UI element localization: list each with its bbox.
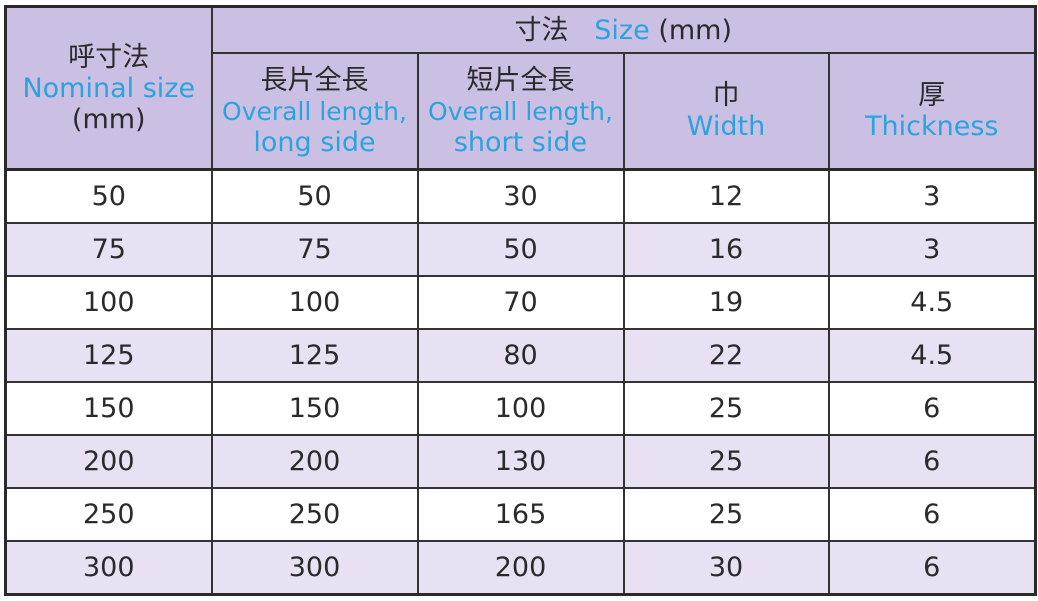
col-en: Thickness — [865, 111, 999, 142]
header-long-side: 長片全長 Overall length, long side — [210, 52, 419, 171]
table-row: 150 150 100 25 6 — [4, 381, 1037, 436]
size-jp: 寸法 — [514, 14, 569, 46]
header-width: 巾 Width — [622, 52, 830, 171]
table-cell: 6 — [827, 434, 1037, 489]
size-unit: (mm) — [658, 14, 732, 46]
col-jp: 巾 — [712, 80, 740, 111]
table-row: 125 125 80 22 4.5 — [4, 328, 1037, 383]
table-cell: 25 — [622, 381, 830, 436]
header-nominal-size: 呼寸法 Nominal size (mm) — [4, 5, 213, 171]
table-cell: 125 — [4, 328, 213, 383]
table-cell: 100 — [416, 381, 625, 436]
table-row: 100 100 70 19 4.5 — [4, 275, 1037, 330]
table-row: 250 250 165 25 6 — [4, 487, 1037, 542]
table-cell: 19 — [622, 275, 830, 330]
col-en: long side — [253, 126, 376, 158]
size-en: Size — [594, 14, 650, 46]
table-cell: 100 — [4, 275, 213, 330]
table-row: 300 300 200 30 6 — [4, 540, 1037, 596]
col-en: short side — [453, 126, 588, 158]
table-cell: 50 — [416, 222, 625, 277]
header-size-group: 寸法 Size (mm) — [210, 5, 1037, 54]
table-row: 200 200 130 25 6 — [4, 434, 1037, 489]
table-cell: 25 — [622, 434, 830, 489]
table-cell: 300 — [4, 540, 213, 596]
table-cell: 300 — [210, 540, 419, 596]
table-row: 50 50 30 12 3 — [4, 168, 1037, 224]
table-cell: 200 — [4, 434, 213, 489]
nominal-jp: 呼寸法 — [68, 41, 150, 73]
table-cell: 150 — [210, 381, 419, 436]
col-en: Width — [686, 111, 766, 142]
table-cell: 70 — [416, 275, 625, 330]
col-en: Overall length, — [428, 96, 613, 126]
table-cell: 6 — [827, 381, 1037, 436]
table-cell: 4.5 — [827, 275, 1037, 330]
table-cell: 4.5 — [827, 328, 1037, 383]
table-cell: 130 — [416, 434, 625, 489]
header-thickness: 厚 Thickness — [827, 52, 1037, 171]
table-cell: 250 — [4, 487, 213, 542]
table-cell: 30 — [416, 168, 625, 224]
size-table: 呼寸法 Nominal size (mm) 寸法 Size (mm) 長片全長 … — [4, 5, 1038, 596]
table-cell: 150 — [4, 381, 213, 436]
table-cell: 100 — [210, 275, 419, 330]
table-row: 75 75 50 16 3 — [4, 222, 1037, 277]
table-cell: 50 — [210, 168, 419, 224]
table-cell: 75 — [210, 222, 419, 277]
col-en: Overall length, — [222, 96, 407, 126]
table-cell: 3 — [827, 168, 1037, 224]
table-cell: 80 — [416, 328, 625, 383]
table-cell: 75 — [4, 222, 213, 277]
col-jp: 厚 — [918, 80, 946, 111]
table-cell: 125 — [210, 328, 419, 383]
table-cell: 165 — [416, 487, 625, 542]
nominal-en: Nominal size — [22, 72, 196, 104]
table-cell: 200 — [416, 540, 625, 596]
table-cell: 6 — [827, 540, 1037, 596]
table-cell: 250 — [210, 487, 419, 542]
table-cell: 25 — [622, 487, 830, 542]
table-cell: 6 — [827, 487, 1037, 542]
table-cell: 16 — [622, 222, 830, 277]
table-cell: 3 — [827, 222, 1037, 277]
table-cell: 12 — [622, 168, 830, 224]
col-jp: 長片全長 — [260, 64, 369, 96]
table-cell: 200 — [210, 434, 419, 489]
table-cell: 50 — [4, 168, 213, 224]
nominal-unit: (mm) — [71, 103, 146, 135]
col-jp: 短片全長 — [466, 64, 575, 96]
table-cell: 22 — [622, 328, 830, 383]
table-cell: 30 — [622, 540, 830, 596]
header-short-side: 短片全長 Overall length, short side — [416, 52, 625, 171]
